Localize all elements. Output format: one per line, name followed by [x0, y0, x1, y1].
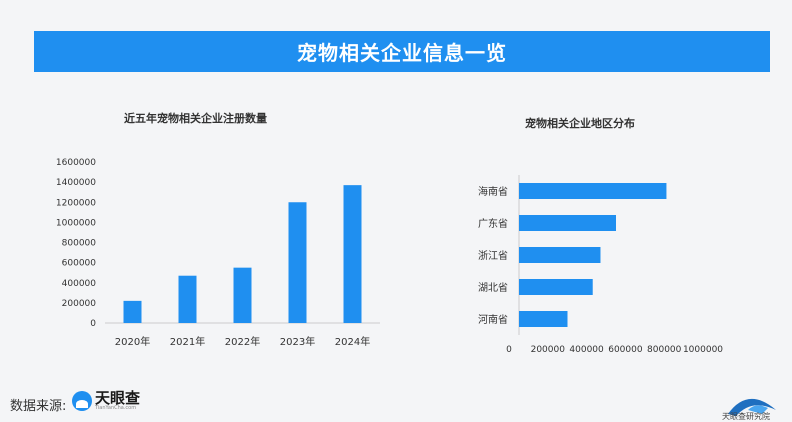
category-label: 海南省 [478, 185, 508, 198]
x-tick-label: 2021年 [170, 335, 205, 348]
corner-logo-icon [728, 398, 776, 416]
hbar-3 [519, 279, 593, 295]
bar-0 [123, 300, 142, 323]
bar-2 [233, 267, 252, 323]
y-tick-label: 800000 [62, 239, 97, 249]
eye-logo-icon [72, 391, 92, 411]
hbar-4 [519, 311, 568, 327]
y-tick-label: 1000000 [56, 218, 96, 228]
x-tick-label: 400000 [569, 345, 604, 355]
y-tick-label: 0 [90, 319, 96, 329]
bar-1 [178, 275, 197, 323]
bar-4 [343, 185, 362, 323]
bar-3 [288, 202, 307, 323]
y-tick-label: 200000 [62, 299, 97, 309]
x-tick-label: 800000 [647, 345, 682, 355]
hbar-2 [519, 247, 601, 263]
logo-sub: TianYanCha.com [95, 405, 137, 411]
y-tick-label: 1400000 [56, 178, 96, 188]
y-tick-label: 1200000 [56, 198, 96, 208]
hbar-1 [519, 215, 616, 231]
x-tick-label: 200000 [531, 345, 566, 355]
x-tick-label: 600000 [608, 345, 643, 355]
bar-chart-title: 近五年宠物相关企业注册数量 [124, 112, 267, 125]
hbar-chart-title: 宠物相关企业地区分布 [525, 117, 635, 130]
hbar-0 [519, 183, 667, 199]
x-tick-label: 2022年 [225, 335, 260, 348]
tianyancha-logo: 天眼查 TianYanCha.com [72, 391, 140, 411]
page-title: 宠物相关企业信息一览 [297, 41, 507, 65]
category-label: 浙江省 [478, 249, 508, 262]
y-tick-label: 1600000 [56, 158, 96, 168]
source-label: 数据来源: [10, 399, 67, 414]
category-label: 广东省 [478, 217, 508, 230]
x-tick-label: 1000000 [683, 345, 723, 355]
x-tick-label: 2023年 [280, 335, 315, 348]
category-label: 河南省 [478, 313, 508, 326]
x-tick-label: 2020年 [115, 335, 150, 348]
y-tick-label: 600000 [62, 259, 97, 269]
y-tick-label: 400000 [62, 279, 97, 289]
corner-text: 天眼查研究院 [722, 412, 770, 421]
logo-name: 天眼查 [95, 389, 141, 407]
x-tick-label: 2024年 [335, 335, 370, 348]
x-tick-label: 0 [506, 345, 512, 355]
category-label: 湖北省 [478, 281, 508, 294]
title-banner: 宠物相关企业信息一览 [34, 31, 770, 72]
